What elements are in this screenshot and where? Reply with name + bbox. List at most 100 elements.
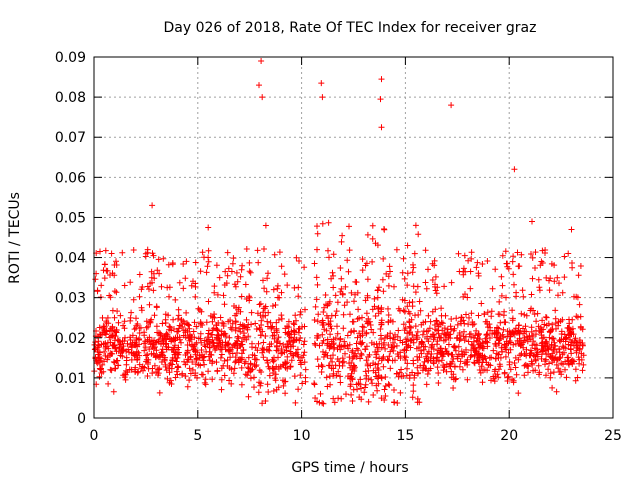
data-point xyxy=(561,274,568,281)
data-point xyxy=(404,360,411,367)
data-point xyxy=(217,314,224,321)
data-point xyxy=(574,374,581,381)
data-point xyxy=(228,380,235,387)
data-point xyxy=(467,285,474,292)
data-point xyxy=(270,286,277,293)
data-point xyxy=(150,287,157,294)
data-point xyxy=(481,310,488,317)
data-point xyxy=(128,343,135,350)
data-point xyxy=(336,358,343,365)
data-point xyxy=(314,281,321,288)
data-point xyxy=(404,336,411,343)
data-point xyxy=(258,58,265,64)
data-point xyxy=(511,166,518,173)
data-point xyxy=(320,337,327,344)
data-point xyxy=(528,324,535,331)
data-point xyxy=(153,303,160,310)
data-point xyxy=(406,330,413,337)
y-tick-label: 0.09 xyxy=(55,50,86,66)
data-point xyxy=(247,375,254,382)
data-point xyxy=(197,268,204,275)
data-point xyxy=(362,384,368,391)
data-point xyxy=(232,319,239,326)
data-point xyxy=(122,371,129,378)
data-point xyxy=(111,342,117,348)
data-point xyxy=(284,365,291,372)
data-point xyxy=(338,285,345,292)
data-point xyxy=(257,312,264,319)
data-point xyxy=(348,359,355,366)
data-point xyxy=(125,346,132,353)
data-point xyxy=(523,362,530,369)
data-point xyxy=(108,367,115,374)
data-point xyxy=(191,319,198,326)
data-point xyxy=(510,271,517,278)
data-point xyxy=(199,249,206,256)
data-point xyxy=(159,335,166,342)
data-point xyxy=(154,366,161,373)
data-point xyxy=(452,347,459,354)
data-point xyxy=(264,275,271,282)
data-point xyxy=(543,338,550,345)
data-point xyxy=(451,344,458,351)
data-point xyxy=(238,364,245,371)
data-point xyxy=(484,367,491,374)
data-point xyxy=(262,222,269,229)
data-point xyxy=(423,285,430,292)
data-point xyxy=(347,364,354,371)
data-point xyxy=(353,353,360,360)
data-point xyxy=(368,326,375,333)
data-point xyxy=(448,102,455,109)
data-point xyxy=(226,377,233,384)
data-point xyxy=(107,325,114,332)
data-point xyxy=(339,290,346,297)
data-point xyxy=(390,339,396,346)
y-tick-label: 0.01 xyxy=(55,371,86,387)
data-point xyxy=(406,310,413,317)
data-point xyxy=(188,342,195,349)
data-point xyxy=(523,312,530,319)
data-point xyxy=(518,310,525,317)
data-point xyxy=(197,319,204,326)
data-point xyxy=(567,336,573,343)
data-point xyxy=(311,260,318,267)
data-point xyxy=(435,380,442,386)
data-point xyxy=(173,358,180,365)
data-point xyxy=(121,325,128,332)
data-point xyxy=(126,366,133,373)
data-point xyxy=(297,335,304,341)
data-point xyxy=(119,346,126,353)
data-point xyxy=(461,337,468,344)
data-point xyxy=(403,341,410,348)
data-point xyxy=(163,367,170,374)
data-point xyxy=(214,367,221,374)
data-point xyxy=(97,248,103,255)
data-point xyxy=(577,263,584,269)
data-point xyxy=(190,328,197,335)
data-point xyxy=(567,358,574,365)
data-point xyxy=(450,343,457,350)
data-point xyxy=(138,307,145,314)
data-point xyxy=(153,339,160,346)
data-point xyxy=(311,380,318,387)
data-point xyxy=(495,374,502,381)
data-point xyxy=(510,379,517,386)
data-point xyxy=(497,363,504,370)
data-point xyxy=(368,339,375,346)
y-tick-label: 0.03 xyxy=(55,291,86,307)
data-point xyxy=(249,344,255,351)
data-point xyxy=(422,279,429,286)
data-point xyxy=(179,321,185,328)
data-point xyxy=(375,367,382,373)
data-point xyxy=(437,321,444,328)
data-point xyxy=(497,354,504,361)
data-point xyxy=(290,337,297,344)
data-point xyxy=(378,76,385,83)
data-point xyxy=(228,326,235,333)
data-point xyxy=(255,259,262,266)
data-point xyxy=(365,398,372,405)
data-point xyxy=(484,320,491,327)
data-point xyxy=(459,366,466,373)
data-point xyxy=(328,338,335,345)
data-point xyxy=(392,357,398,364)
